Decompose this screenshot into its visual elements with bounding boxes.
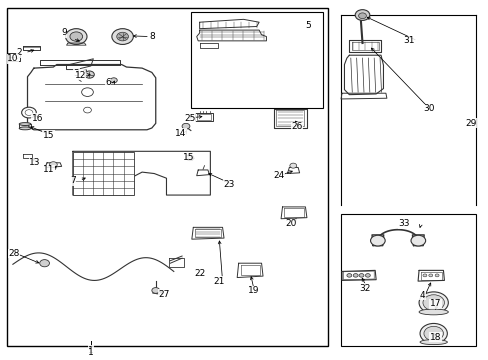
- Text: 11: 11: [42, 166, 54, 175]
- Text: 30: 30: [422, 104, 434, 113]
- Circle shape: [110, 78, 117, 83]
- Ellipse shape: [419, 339, 447, 345]
- Circle shape: [185, 155, 193, 161]
- Text: 3: 3: [73, 69, 79, 78]
- Text: 17: 17: [429, 299, 441, 308]
- Text: 22: 22: [194, 269, 205, 278]
- Circle shape: [365, 274, 369, 277]
- Text: 14: 14: [175, 129, 186, 138]
- Circle shape: [352, 274, 357, 277]
- Text: 29: 29: [465, 119, 476, 128]
- Text: 26: 26: [291, 122, 302, 131]
- Circle shape: [65, 29, 87, 44]
- Text: 20: 20: [285, 219, 296, 228]
- Circle shape: [410, 235, 425, 246]
- Ellipse shape: [19, 127, 31, 130]
- Circle shape: [370, 235, 385, 246]
- Text: 21: 21: [213, 276, 224, 285]
- Circle shape: [346, 274, 351, 277]
- Text: 23: 23: [223, 180, 234, 189]
- Text: 7: 7: [70, 176, 76, 185]
- Text: 13: 13: [29, 158, 41, 167]
- Text: 12: 12: [74, 71, 86, 80]
- Text: 19: 19: [247, 286, 259, 295]
- Circle shape: [182, 123, 189, 129]
- Text: 5: 5: [305, 21, 310, 30]
- Text: 9: 9: [61, 28, 67, 37]
- Circle shape: [422, 274, 426, 277]
- Bar: [340, 214, 475, 346]
- Text: 8: 8: [149, 32, 154, 41]
- Text: 33: 33: [398, 219, 409, 228]
- Text: 16: 16: [31, 114, 43, 123]
- Text: 4: 4: [419, 291, 425, 300]
- Circle shape: [81, 88, 93, 96]
- Text: 1: 1: [88, 348, 94, 357]
- Text: 32: 32: [359, 284, 370, 293]
- Text: 10: 10: [7, 54, 19, 63]
- Circle shape: [428, 274, 432, 277]
- Circle shape: [112, 29, 133, 44]
- Text: 6: 6: [105, 78, 111, 87]
- Circle shape: [25, 110, 33, 116]
- Circle shape: [152, 288, 159, 293]
- Text: 31: 31: [403, 36, 414, 45]
- Text: 25: 25: [184, 114, 195, 123]
- Circle shape: [419, 323, 447, 343]
- Bar: [6, 8, 328, 346]
- Text: 15: 15: [183, 153, 194, 162]
- Circle shape: [40, 260, 49, 267]
- Text: 24: 24: [272, 171, 284, 180]
- Circle shape: [434, 274, 438, 277]
- Circle shape: [289, 163, 296, 168]
- Ellipse shape: [418, 309, 447, 315]
- Circle shape: [422, 295, 444, 311]
- Circle shape: [423, 326, 443, 341]
- Text: 27: 27: [158, 289, 169, 298]
- Text: 1: 1: [88, 346, 94, 355]
- Circle shape: [358, 274, 363, 277]
- Circle shape: [49, 162, 57, 167]
- Circle shape: [418, 292, 447, 314]
- Text: 15: 15: [42, 131, 54, 140]
- Ellipse shape: [19, 123, 31, 126]
- Bar: [73, 152, 134, 195]
- Circle shape: [117, 32, 128, 41]
- Circle shape: [358, 13, 366, 19]
- Text: 18: 18: [429, 333, 441, 342]
- Circle shape: [70, 32, 82, 41]
- Bar: [190, 12, 322, 108]
- Circle shape: [83, 107, 91, 113]
- Text: 28: 28: [9, 249, 20, 258]
- Text: 2: 2: [17, 48, 22, 57]
- Circle shape: [354, 10, 369, 21]
- Circle shape: [84, 71, 94, 78]
- Circle shape: [21, 107, 36, 118]
